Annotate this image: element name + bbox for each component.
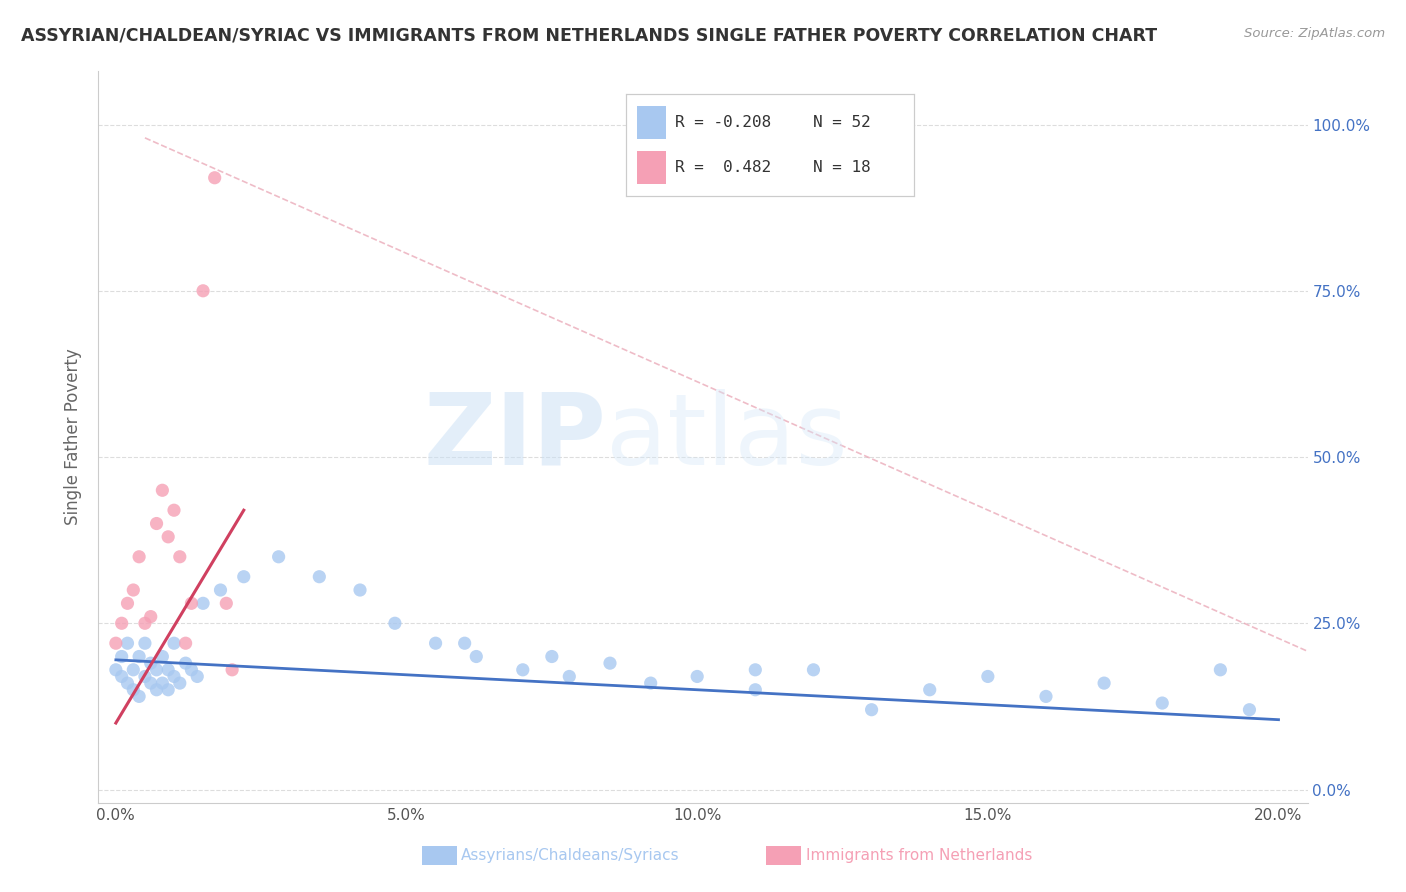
Text: R =  0.482: R = 0.482 [675,160,770,175]
Point [191,284,214,298]
Point [512,663,534,677]
Point [169,676,191,690]
Point [122,582,145,597]
Point [163,669,186,683]
Point [139,676,162,690]
Point [169,549,191,564]
Point [150,649,173,664]
Point [744,663,766,677]
Point [145,516,167,531]
Point [174,656,197,670]
Point [134,636,156,650]
Point [540,649,562,664]
Bar [637,151,666,184]
Point [186,669,208,683]
Point [1035,690,1057,704]
Point [163,503,186,517]
Point [117,596,139,610]
Y-axis label: Single Father Poverty: Single Father Poverty [65,349,83,525]
Point [145,682,167,697]
Point [558,669,581,683]
Point [134,669,156,683]
Point [122,682,145,697]
Point [425,636,447,650]
Point [145,663,167,677]
Point [117,636,139,650]
Point [465,649,488,664]
Point [128,690,150,704]
Point [453,636,475,650]
Point [1209,663,1232,677]
Point [204,170,226,185]
Point [134,616,156,631]
Point [128,549,150,564]
Text: atlas: atlas [606,389,848,485]
Point [163,636,186,650]
Point [117,676,139,690]
Point [221,663,243,677]
Point [349,582,371,597]
Point [977,669,1000,683]
Point [157,663,180,677]
Point [150,483,173,498]
Text: Source: ZipAtlas.com: Source: ZipAtlas.com [1244,27,1385,40]
Point [744,682,766,697]
Point [139,609,162,624]
Point [209,582,232,597]
Point [640,676,662,690]
Text: N = 18: N = 18 [813,160,870,175]
Point [308,570,330,584]
Point [215,596,238,610]
Point [111,649,134,664]
Point [1092,676,1115,690]
Point [267,549,290,564]
Point [599,656,621,670]
Text: Immigrants from Netherlands: Immigrants from Netherlands [806,848,1032,863]
Point [174,636,197,650]
Point [686,669,709,683]
Text: Assyrians/Chaldeans/Syriacs: Assyrians/Chaldeans/Syriacs [461,848,679,863]
Bar [637,106,666,139]
Point [191,596,214,610]
Point [803,663,825,677]
Point [232,570,254,584]
Text: N = 52: N = 52 [813,115,870,130]
Point [180,596,202,610]
Point [384,616,406,631]
Point [104,663,127,677]
Point [918,682,941,697]
Point [157,682,180,697]
Point [150,676,173,690]
Point [122,663,145,677]
Point [180,663,202,677]
Point [157,530,180,544]
Point [111,616,134,631]
Point [1239,703,1261,717]
Point [104,636,127,650]
Text: ASSYRIAN/CHALDEAN/SYRIAC VS IMMIGRANTS FROM NETHERLANDS SINGLE FATHER POVERTY CO: ASSYRIAN/CHALDEAN/SYRIAC VS IMMIGRANTS F… [21,27,1157,45]
Text: ZIP: ZIP [423,389,606,485]
Point [128,649,150,664]
Point [860,703,883,717]
Point [1152,696,1174,710]
Point [139,656,162,670]
Point [111,669,134,683]
Text: R = -0.208: R = -0.208 [675,115,770,130]
